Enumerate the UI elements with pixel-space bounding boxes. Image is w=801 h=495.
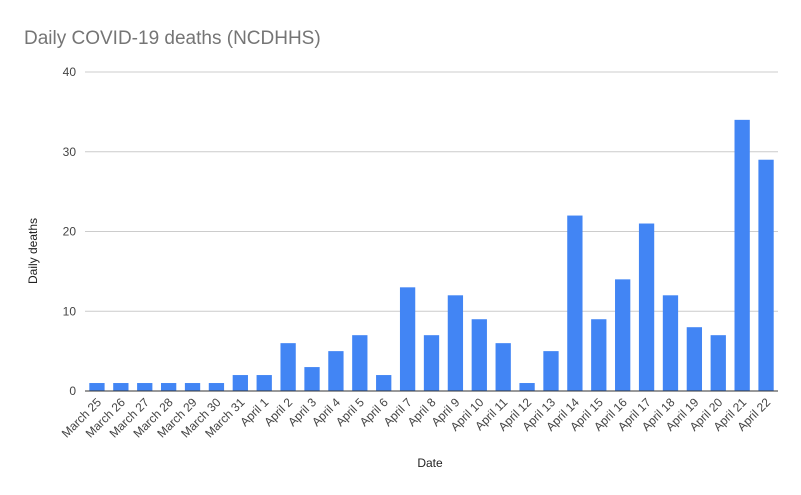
chart-title: Daily COVID-19 deaths (NCDHHS) (24, 28, 321, 49)
bar[interactable] (615, 279, 631, 391)
bar[interactable] (734, 119, 750, 391)
bar[interactable] (638, 223, 655, 391)
bar[interactable] (519, 383, 535, 391)
bar[interactable] (232, 375, 248, 391)
bar[interactable] (137, 383, 153, 391)
bar[interactable] (89, 383, 105, 391)
bar[interactable] (543, 351, 559, 391)
bar[interactable] (686, 327, 703, 391)
bar[interactable] (423, 335, 440, 391)
bar[interactable] (160, 383, 177, 391)
y-tick-label: 0 (69, 384, 76, 398)
bar[interactable] (208, 383, 225, 391)
x-axis-label: Date (417, 456, 443, 470)
bar[interactable] (710, 335, 726, 391)
bar[interactable] (758, 159, 774, 391)
bar[interactable] (399, 287, 416, 391)
y-tick-label: 10 (63, 304, 77, 318)
bar[interactable] (352, 335, 368, 391)
y-axis-label: Daily deaths (26, 218, 40, 284)
bar[interactable] (471, 319, 487, 391)
bar[interactable] (662, 295, 679, 391)
bar[interactable] (447, 295, 464, 391)
bar[interactable] (113, 383, 129, 391)
bar[interactable] (591, 319, 607, 391)
bar[interactable] (280, 343, 296, 391)
bar[interactable] (256, 375, 272, 391)
y-tick-label: 40 (63, 65, 77, 79)
bar[interactable] (328, 351, 344, 391)
y-tick-label: 20 (63, 225, 77, 239)
bar[interactable] (495, 343, 511, 391)
bar[interactable] (304, 367, 320, 391)
bar[interactable] (376, 375, 392, 391)
gridlines (85, 71, 778, 312)
y-tick-label: 30 (63, 145, 77, 159)
bar[interactable] (567, 215, 583, 391)
bars (89, 119, 774, 391)
y-tick-labels: 0 10 20 30 40 (63, 65, 77, 398)
bar[interactable] (184, 383, 201, 391)
